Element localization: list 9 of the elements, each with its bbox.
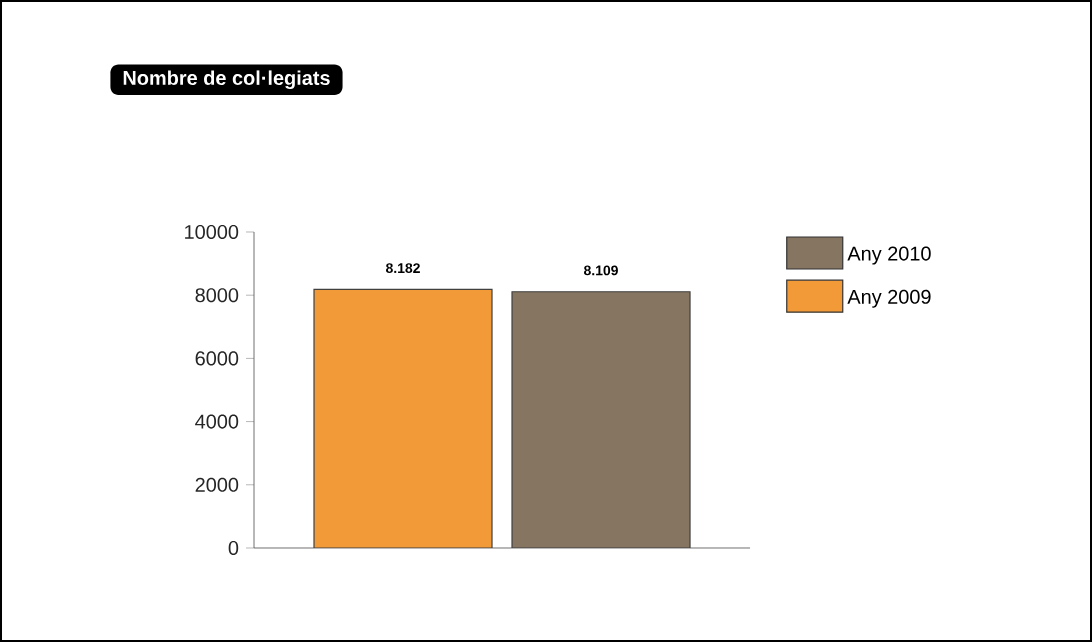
y-tick-label: 8000 <box>195 288 239 303</box>
y-tick-label: 6000 <box>195 351 239 366</box>
y-tick-label: 0 <box>228 540 239 556</box>
chart-title: Nombre de col·legiats <box>123 70 330 90</box>
y-tick-label: 10000 <box>185 224 239 240</box>
legend-label: Any 2010 <box>847 246 931 265</box>
legend-label: Any 2009 <box>847 289 931 308</box>
y-tick-label: 4000 <box>195 414 239 429</box>
y-tick-label: 2000 <box>195 477 239 492</box>
